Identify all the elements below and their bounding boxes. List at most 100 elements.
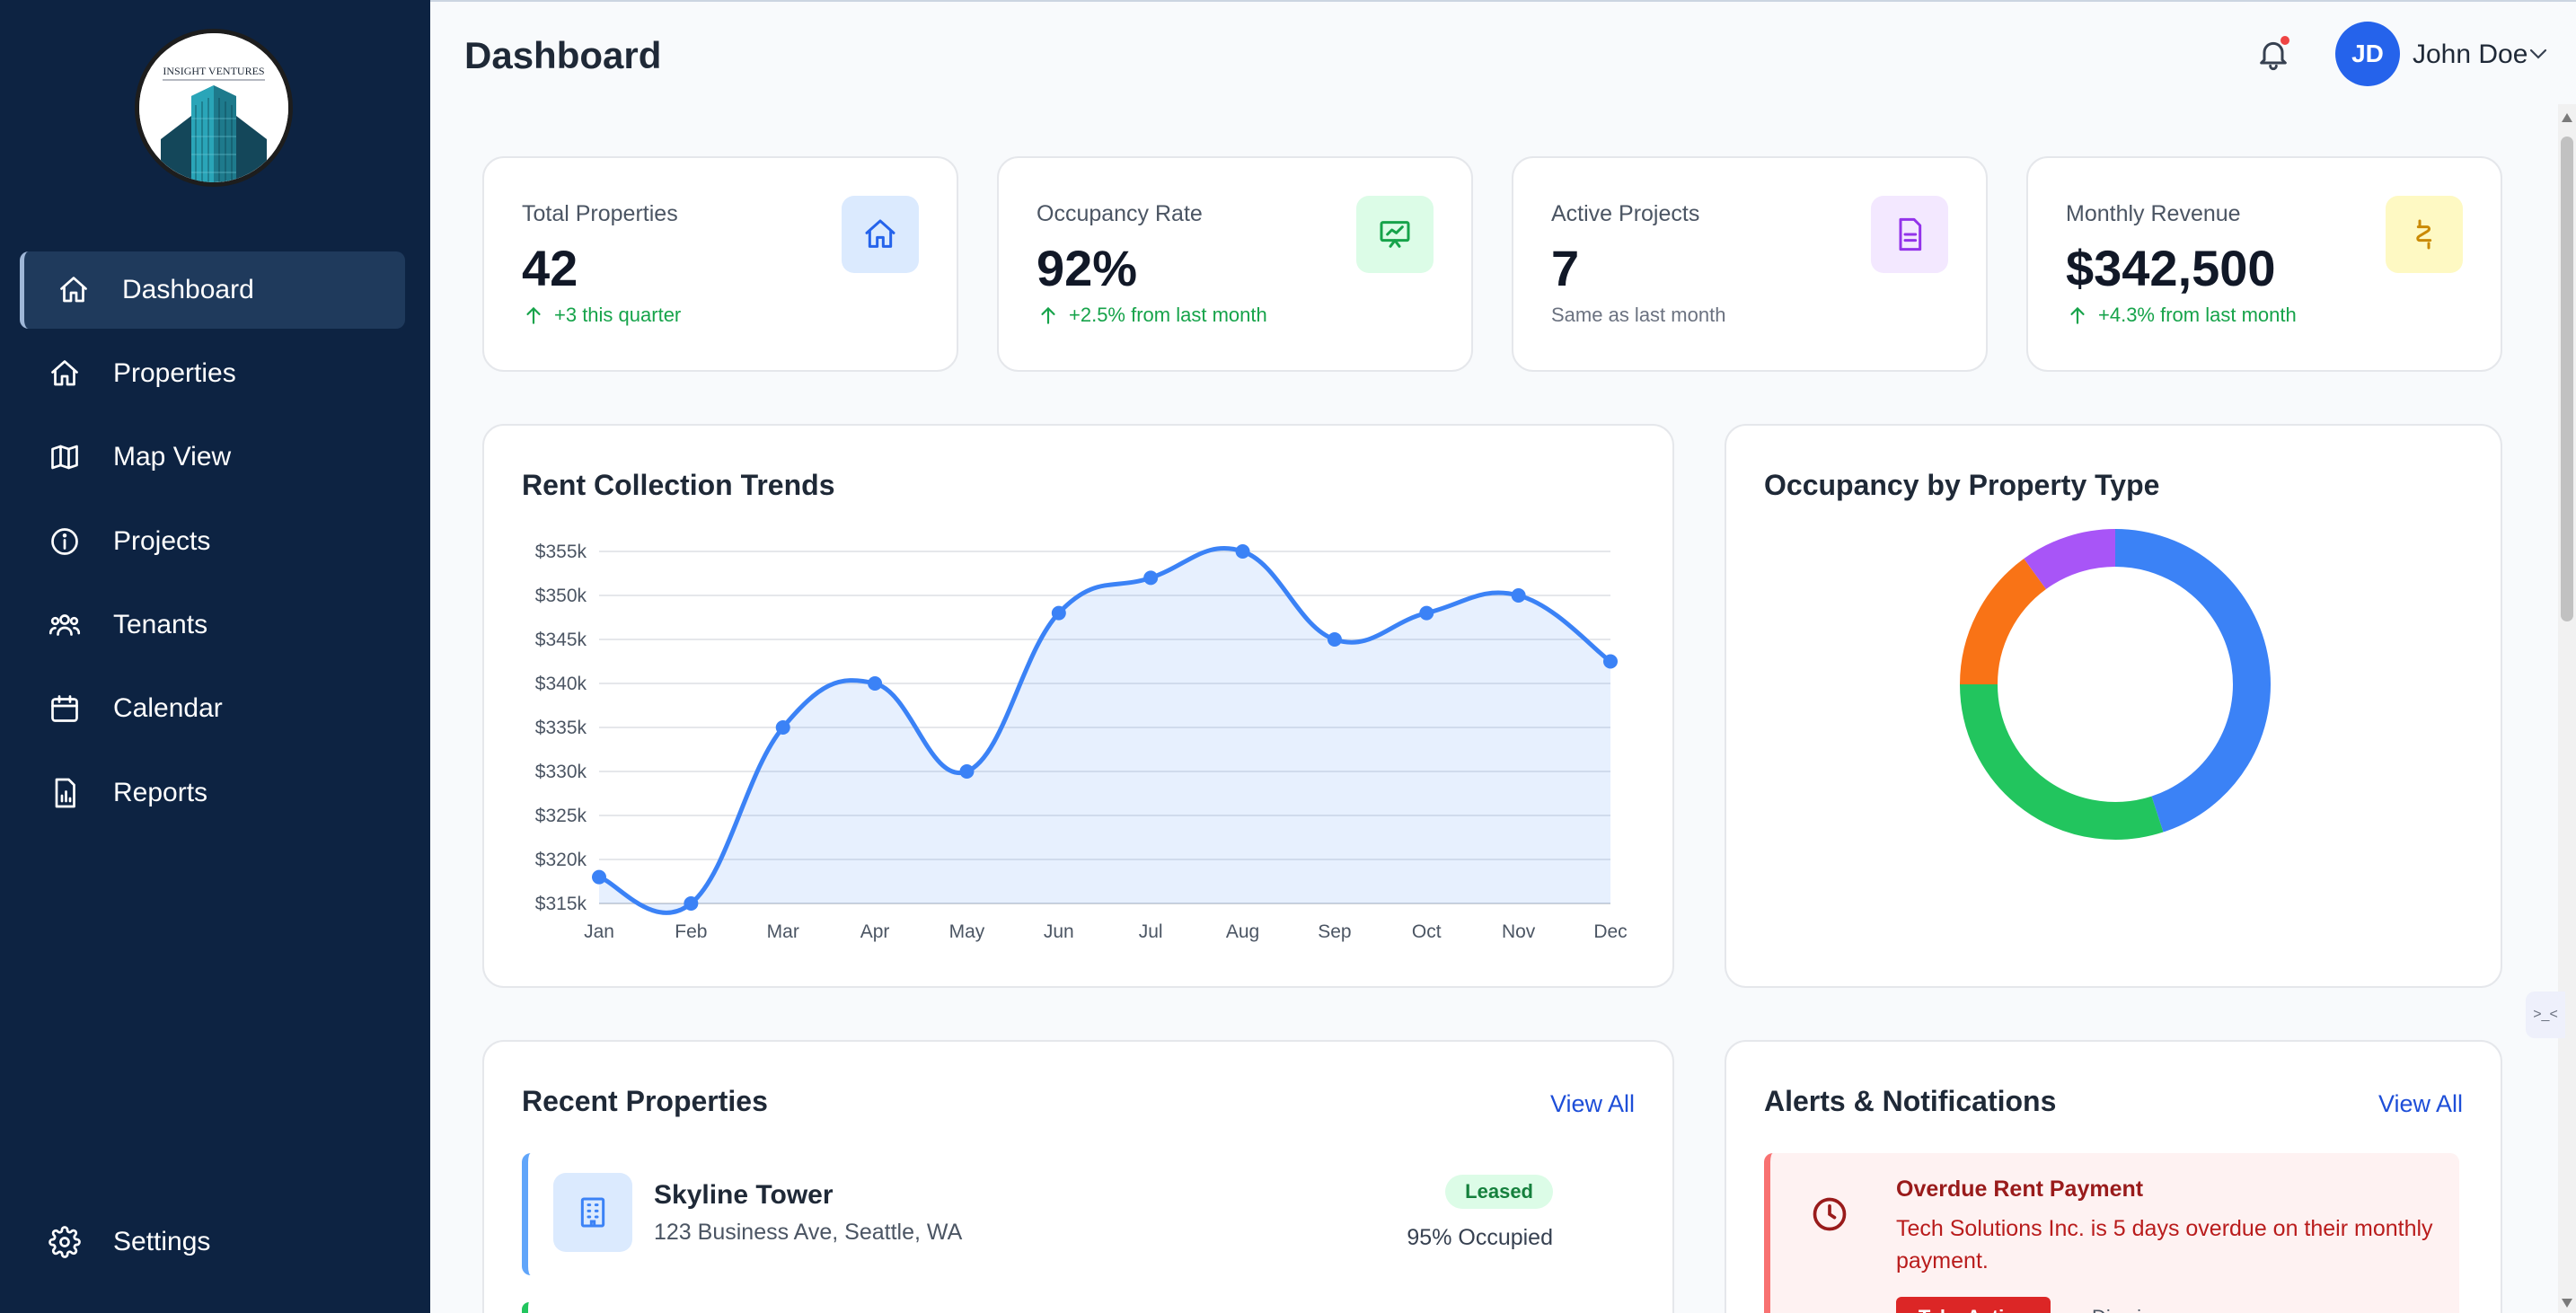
rent-line-chart: $315k $320k $325k $330k $335k $340k $345k $350k… [535, 542, 1628, 942]
recent-properties-card: Recent Properties View All Skyline Tower… [482, 1040, 1674, 1313]
sidebar-item-label: Reports [113, 778, 208, 807]
stat-value: 42 [522, 240, 578, 296]
home-icon [47, 356, 83, 392]
dismiss-button[interactable]: Dismiss [2092, 1306, 2161, 1313]
currency-icon [2386, 196, 2463, 273]
sidebar: INSIGHT VENTURES Dashboard Prope [0, 0, 430, 1313]
home-icon [56, 272, 92, 308]
occupancy-card: Occupancy by Property Type [1725, 424, 2502, 988]
scroll-down-arrow-icon[interactable] [2562, 1299, 2572, 1308]
donut-slice [2024, 529, 2116, 590]
sidebar-item-label: Tenants [113, 610, 208, 639]
arrow-up-icon [2070, 306, 2085, 324]
chart-title: Occupancy by Property Type [1764, 469, 2160, 501]
view-all-link[interactable]: View All [1549, 1090, 1635, 1117]
x-tick-label: Dec [1593, 921, 1627, 942]
stat-trend-text: +3 this quarter [554, 304, 682, 326]
data-point [1603, 654, 1618, 669]
stat-card-total-properties: Total Properties 42 +3 this quarter [482, 156, 958, 372]
alert-item: Overdue Rent Payment Tech Solutions Inc.… [1764, 1153, 2459, 1313]
y-tick-label: $345k [535, 630, 587, 650]
property-name: Skyline Tower [654, 1180, 834, 1210]
view-all-link[interactable]: View All [2378, 1090, 2463, 1117]
notification-bell-icon[interactable] [2255, 34, 2291, 74]
sidebar-item-map-view[interactable]: Map View [20, 419, 405, 496]
notification-dot [2279, 34, 2291, 47]
x-tick-label: Feb [675, 921, 707, 942]
stat-value: $342,500 [2066, 240, 2276, 296]
alerts-card: Alerts & Notifications View All Overdue … [1725, 1040, 2502, 1313]
x-tick-label: Jun [1044, 921, 1074, 942]
sidebar-item-label: Map View [113, 442, 232, 471]
take-action-button[interactable]: Take Action [1896, 1297, 2051, 1313]
sidebar-item-settings[interactable]: Settings [20, 1203, 405, 1281]
occupancy-text: 95% Occupied [1407, 1225, 1553, 1250]
y-tick-label: $340k [535, 674, 587, 694]
clock-icon [1813, 1197, 1847, 1231]
stat-trend-text: +2.5% from last month [1069, 304, 1267, 326]
document-icon [1871, 196, 1948, 273]
stat-trend: +4.3% from last month [2066, 304, 2297, 327]
scroll-up-arrow-icon[interactable] [2562, 113, 2572, 122]
scroll-thumb[interactable] [2561, 137, 2573, 621]
chevron-down-icon[interactable] [2528, 47, 2548, 61]
list-item-partial [522, 1302, 529, 1313]
sidebar-item-tenants[interactable]: Tenants [20, 586, 405, 664]
donut-slice [1960, 683, 2164, 840]
floating-tool-button[interactable]: >_< [2526, 991, 2565, 1038]
sidebar-item-label: Settings [113, 1227, 211, 1256]
stat-card-occupancy-rate: Occupancy Rate 92% +2.5% from last month [997, 156, 1473, 372]
series-area [599, 548, 1610, 913]
building-icon [553, 1173, 632, 1252]
arrow-up-icon [526, 306, 541, 324]
x-tick-label: Mar [767, 921, 799, 942]
data-point [684, 896, 699, 911]
y-tick-label: $350k [535, 586, 587, 606]
sidebar-item-dashboard[interactable]: Dashboard [20, 251, 405, 329]
calendar-icon [47, 691, 83, 727]
section-title: Recent Properties [522, 1085, 768, 1117]
sidebar-item-label: Dashboard [122, 275, 254, 304]
x-tick-label: Apr [860, 921, 890, 942]
sidebar-item-calendar[interactable]: Calendar [20, 670, 405, 747]
occupancy-donut-chart [1960, 529, 2271, 840]
section-title: Alerts & Notifications [1764, 1085, 2057, 1117]
stat-label: Total Properties [522, 201, 678, 226]
y-tick-label: $335k [535, 718, 587, 738]
x-tick-label: Aug [1226, 921, 1259, 942]
home-icon [842, 196, 919, 273]
data-point [775, 720, 790, 735]
arrow-up-icon [1041, 306, 1055, 324]
data-point [1051, 605, 1066, 621]
stat-label: Occupancy Rate [1037, 201, 1203, 226]
avatar[interactable]: JD [2335, 22, 2400, 86]
list-item[interactable]: Skyline Tower 123 Business Ave, Seattle,… [522, 1153, 1610, 1275]
users-icon [47, 607, 83, 643]
donut-slice [1960, 559, 2047, 685]
y-tick-label: $355k [535, 542, 587, 562]
user-name[interactable]: John Doe [2413, 40, 2528, 69]
stat-card-monthly-revenue: Monthly Revenue $342,500 +4.3% from last… [2026, 156, 2502, 372]
stat-trend-text: +4.3% from last month [2098, 304, 2297, 326]
sidebar-item-projects[interactable]: Projects [20, 503, 405, 580]
sidebar-item-label: Calendar [113, 693, 223, 723]
data-point [959, 764, 975, 779]
sidebar-item-reports[interactable]: Reports [20, 754, 405, 832]
data-point [1419, 605, 1434, 621]
stat-label: Monthly Revenue [2066, 201, 2241, 226]
info-icon [47, 524, 83, 560]
stat-trend: +3 this quarter [522, 304, 681, 327]
sidebar-item-properties[interactable]: Properties [20, 335, 405, 412]
sidebar-item-label: Projects [113, 526, 211, 556]
company-logo[interactable]: INSIGHT VENTURES [135, 29, 293, 187]
rent-collection-card: Rent Collection Trends $315k $320k $325k $3… [482, 424, 1674, 988]
scrollbar[interactable] [2558, 104, 2576, 1313]
data-point [1143, 570, 1159, 586]
y-tick-label: $315k [535, 894, 587, 914]
sidebar-item-label: Properties [113, 358, 236, 388]
alert-text: Tech Solutions Inc. is 5 days overdue on… [1896, 1216, 2433, 1273]
report-icon [47, 775, 83, 811]
presentation-chart-icon [1356, 196, 1434, 273]
data-point [592, 869, 606, 885]
data-point [1235, 544, 1250, 559]
